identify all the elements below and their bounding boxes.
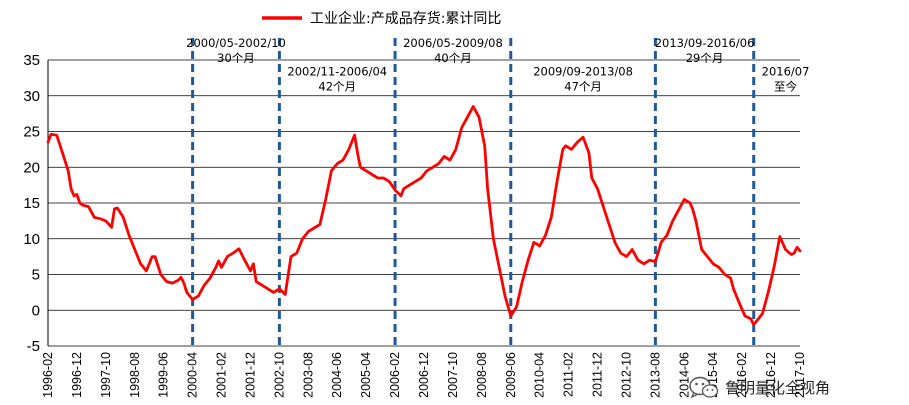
- annotation-label: 2009/09-2013/08: [533, 65, 633, 79]
- annotation-label: 42个月: [318, 80, 356, 94]
- x-tick-label: 2003-08: [301, 352, 315, 398]
- wechat-icon: [689, 376, 719, 399]
- annotation-label: 2013/09-2016/06: [655, 36, 755, 50]
- x-tick-label: 2011-02: [562, 352, 576, 397]
- x-tick-label: 2012-10: [619, 352, 633, 398]
- x-tick-label: 2002-10: [272, 352, 286, 398]
- x-tick-label: 2017-10: [793, 352, 807, 398]
- x-tick-label: 1996-02: [41, 352, 55, 398]
- x-tick-label: 2016-12: [764, 352, 778, 398]
- y-tick-label: 10: [23, 231, 40, 248]
- annotation-label: 2002/11-2006/04: [287, 65, 387, 79]
- annotation-label: 2016/07: [762, 65, 810, 79]
- y-tick-label: 15: [23, 195, 40, 212]
- x-tick-label: 2006-02: [388, 352, 402, 398]
- x-tick-label: 2009-06: [504, 352, 518, 398]
- annotation-label: 47个月: [564, 80, 602, 94]
- x-tick-label: 2014-06: [677, 352, 691, 398]
- x-tick-label: 2007-10: [446, 352, 460, 398]
- x-tick-label: 1996-12: [70, 352, 84, 398]
- annotation-label: 2006/05-2009/08: [403, 36, 503, 50]
- period-dividers: [191, 38, 756, 346]
- y-tick-label: 25: [23, 124, 40, 141]
- x-tick-label: 2016-02: [735, 352, 749, 398]
- x-tick-label: 1998-08: [128, 352, 142, 398]
- x-tick-label: 1999-06: [157, 352, 171, 398]
- x-tick-label: 2004-06: [330, 352, 344, 398]
- series-line: [46, 105, 802, 326]
- y-tick-label: 35: [23, 52, 40, 69]
- y-tick-label: 5: [32, 267, 40, 284]
- y-tick-label: 30: [23, 88, 40, 105]
- grid: [47, 59, 800, 347]
- y-tick-label: 0: [32, 302, 40, 319]
- annotation-label: 29个月: [686, 51, 724, 65]
- annotation-label: 至今: [774, 80, 797, 94]
- x-tick-label: 2005-04: [359, 352, 373, 398]
- annotation-label: 40个月: [434, 51, 472, 65]
- y-axis-ticks: -5 0 5 10 15 20 25 30 35: [23, 52, 40, 355]
- x-tick-label: 2000-04: [186, 352, 200, 398]
- x-tick-label: 1997-10: [99, 352, 113, 398]
- x-tick-label: 2001-02: [215, 352, 229, 398]
- y-tick-label: 20: [23, 159, 40, 176]
- watermark-text: 鲁明量化全视角: [725, 379, 830, 397]
- legend: 工业企业:产成品存货:累计同比: [262, 10, 501, 27]
- x-tick-label: 2006-12: [417, 352, 431, 398]
- legend-label: 工业企业:产成品存货:累计同比: [310, 10, 501, 27]
- watermark: 鲁明量化全视角: [689, 376, 830, 399]
- annotation-label: 2000/05-2002/10: [186, 36, 286, 50]
- annotation-label: 30个月: [217, 51, 255, 65]
- x-tick-label: 2008-08: [475, 352, 489, 398]
- x-tick-label: 2010-04: [533, 352, 547, 398]
- y-tick-label: -5: [27, 338, 40, 355]
- x-tick-label: 2001-12: [243, 352, 257, 398]
- x-tick-label: 2013-08: [648, 352, 662, 398]
- x-tick-label: 2011-12: [591, 352, 605, 397]
- series: [46, 105, 802, 326]
